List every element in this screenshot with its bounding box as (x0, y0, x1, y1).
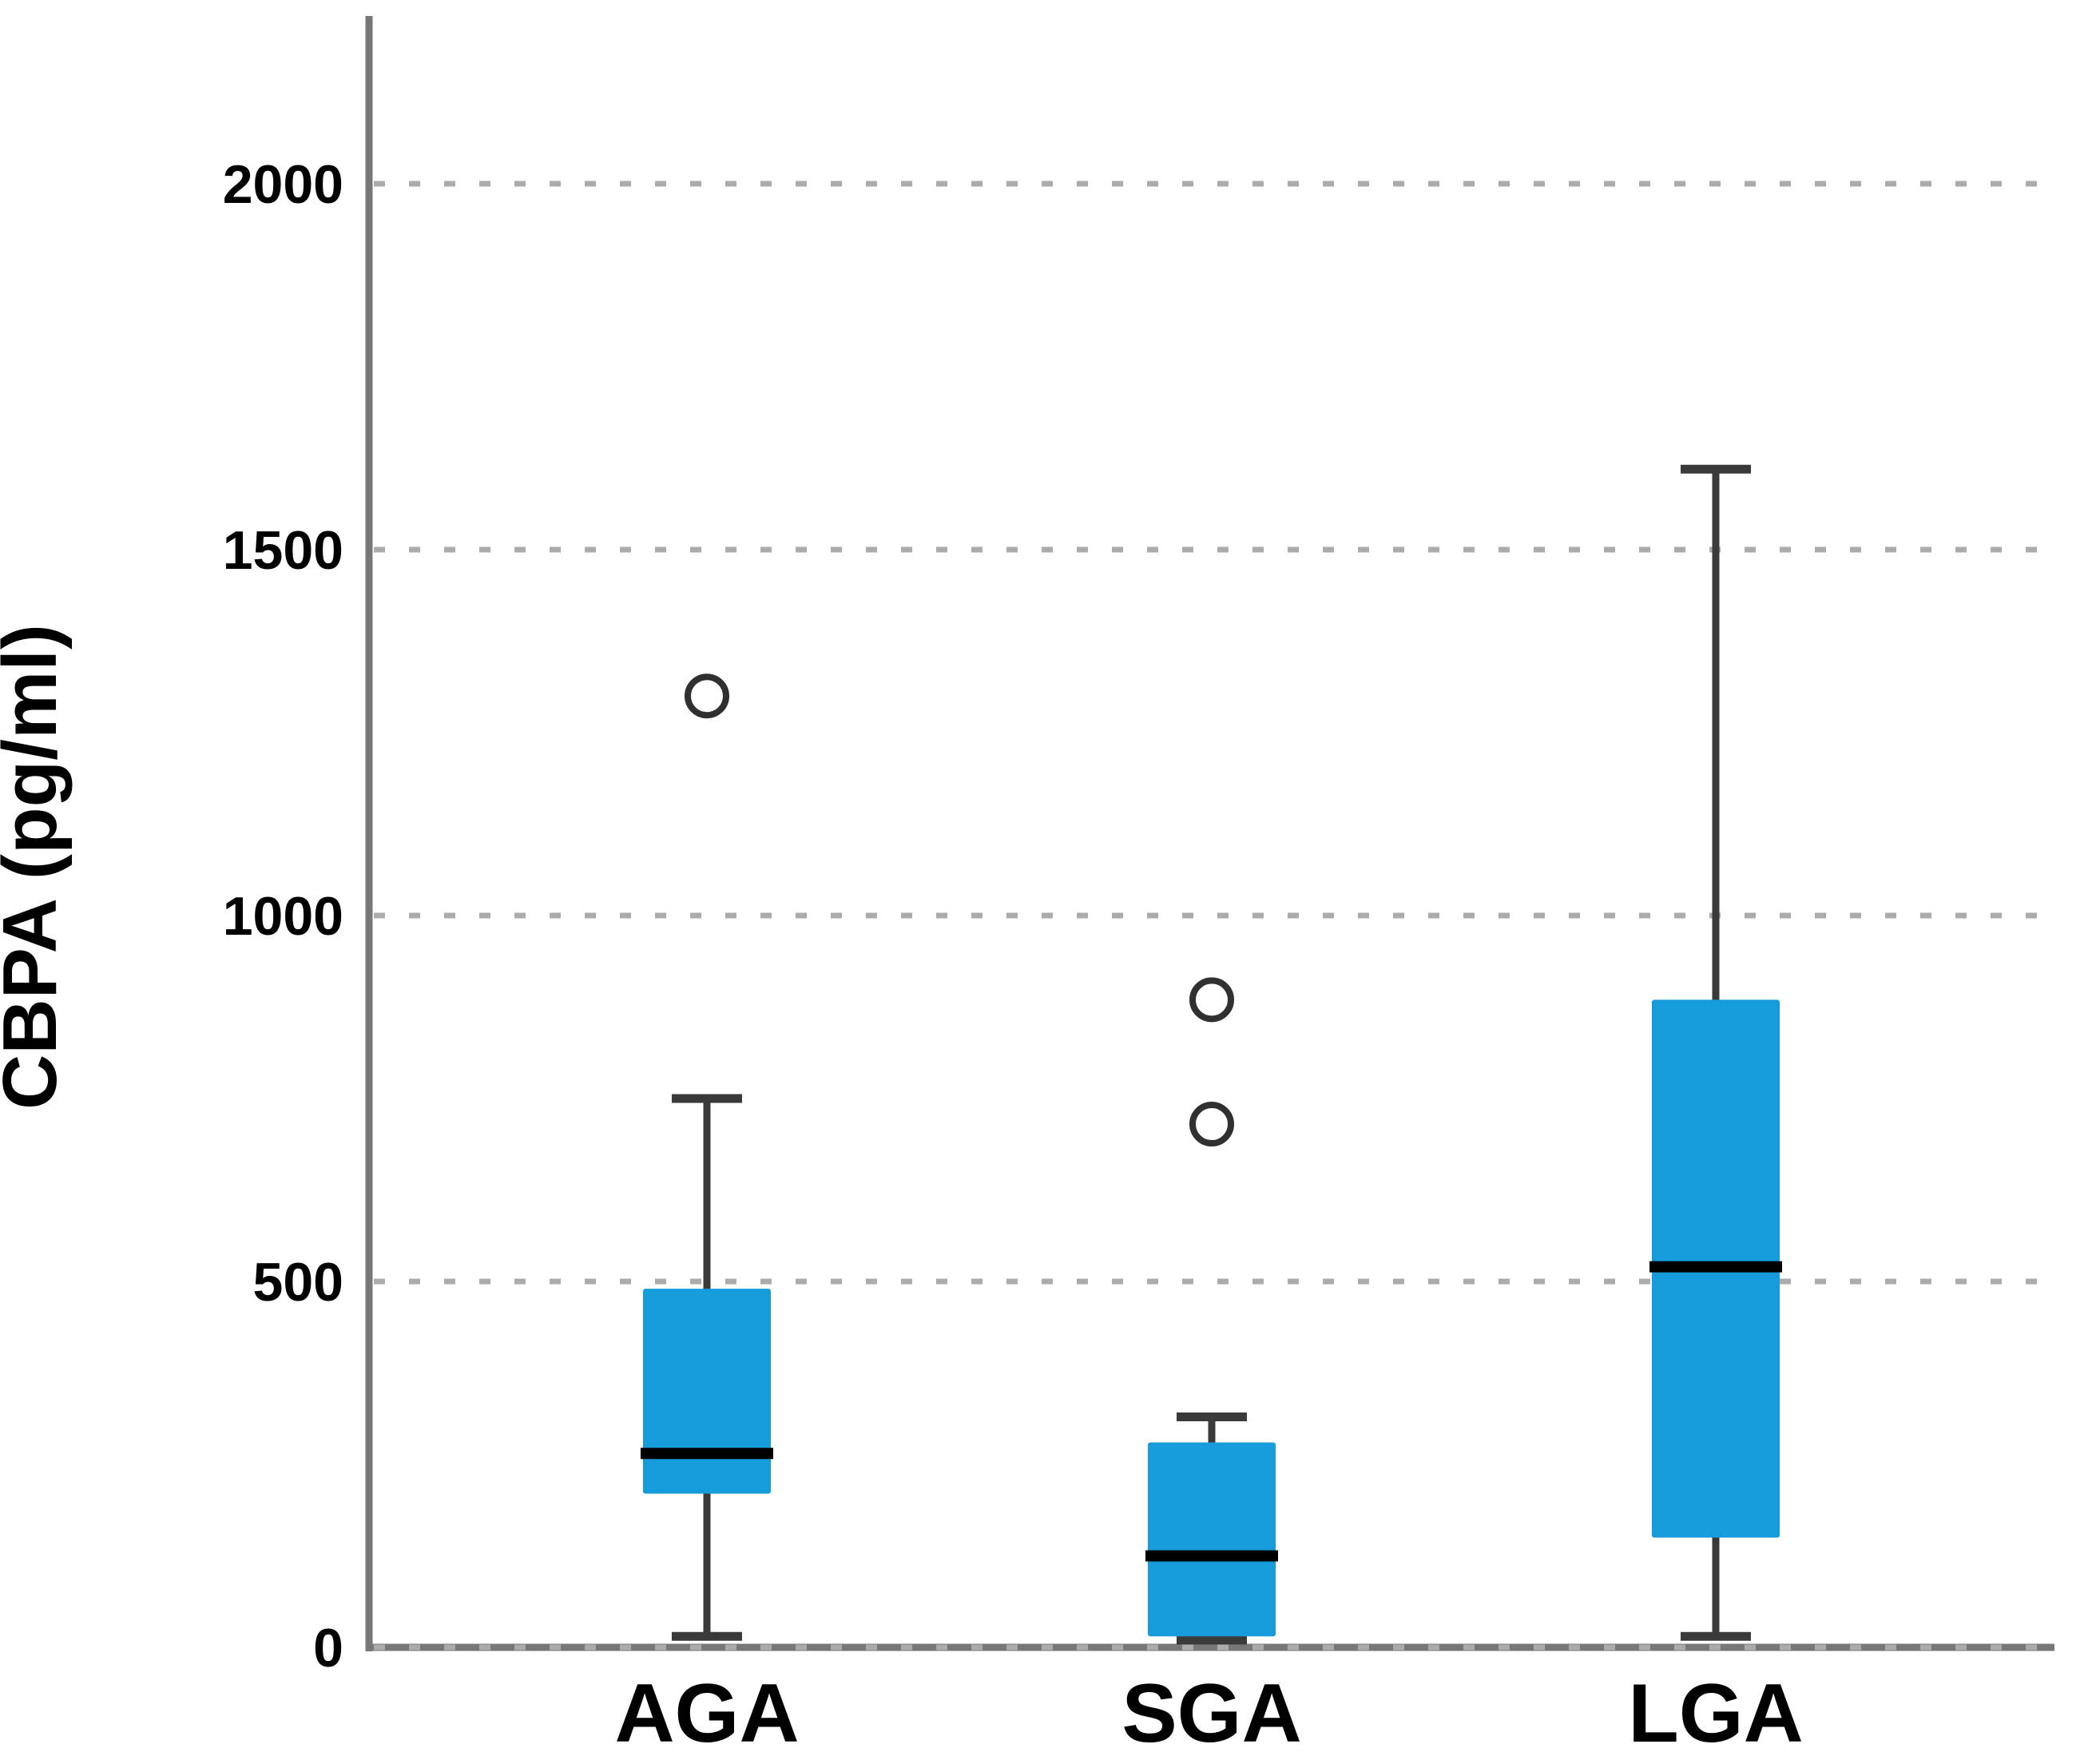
y-tick-label-1500: 1500 (223, 520, 343, 581)
outlier-AGA-0 (685, 673, 729, 719)
x-label-aga: AGA (614, 1667, 799, 1760)
y-tick-label-1000: 1000 (223, 886, 343, 947)
plot-area (365, 16, 2054, 1651)
box-AGA (643, 1289, 771, 1494)
y-axis-title: CBPA (pg/ml) (0, 624, 73, 1110)
box-SGA (1148, 1442, 1276, 1637)
x-label-lga: LGA (1628, 1667, 1804, 1760)
outlier-SGA-1 (1189, 977, 1234, 1023)
y-tick-label-500: 500 (253, 1252, 343, 1313)
y-tick-label-0: 0 (313, 1618, 343, 1679)
x-label-sga: SGA (1121, 1667, 1301, 1760)
outlier-SGA-0 (1189, 1102, 1234, 1147)
y-tick-label-2000: 2000 (223, 154, 343, 215)
